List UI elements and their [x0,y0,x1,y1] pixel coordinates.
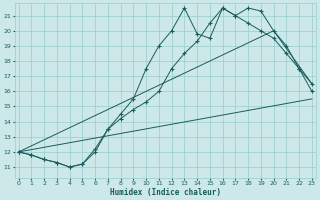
X-axis label: Humidex (Indice chaleur): Humidex (Indice chaleur) [110,188,221,197]
